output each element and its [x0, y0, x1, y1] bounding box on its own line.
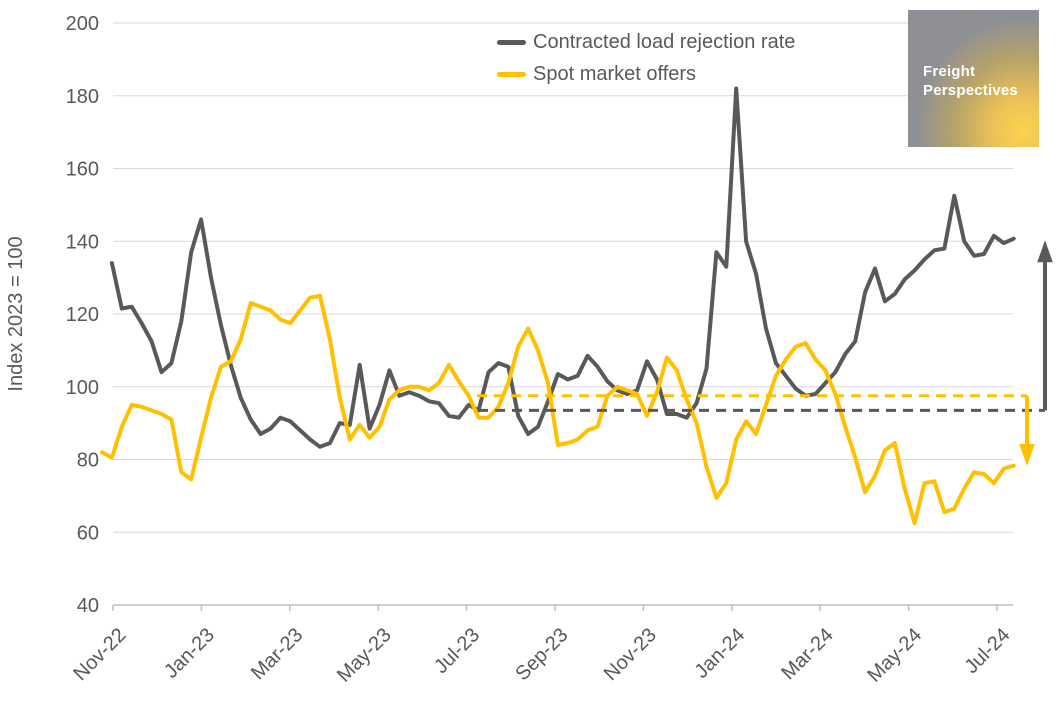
x-tick-label: Sep-23: [511, 624, 572, 685]
legend: Contracted load rejection rate Spot mark…: [497, 27, 795, 89]
y-tick-label: 140: [66, 231, 99, 253]
legend-label-contracted: Contracted load rejection rate: [533, 30, 796, 53]
x-tick-label: Mar-24: [777, 624, 837, 684]
x-tick-label: May-24: [863, 624, 926, 687]
logo-line2: Perspectives: [923, 82, 1018, 99]
x-tick-label: Mar-23: [247, 624, 307, 684]
y-tick-label: 80: [77, 450, 99, 472]
legend-swatch-spot-icon: [497, 71, 526, 77]
freight-perspectives-logo: Freight Perspectives: [908, 10, 1039, 147]
x-tick-label: Jan-24: [691, 624, 750, 683]
spot-change-arrow-head-icon: [1019, 444, 1035, 466]
logo-line1: Freight: [923, 63, 976, 80]
series-line-contracted: [109, 86, 1016, 449]
x-tick-label: May-23: [333, 624, 396, 687]
legend-item-spot: Spot market offers: [497, 59, 795, 89]
y-tick-label: 100: [66, 377, 99, 399]
y-tick-label: 180: [66, 86, 99, 108]
x-tick-label: Nov-23: [600, 624, 661, 685]
legend-swatch-contracted-icon: [497, 39, 526, 45]
y-tick-label: 40: [77, 595, 99, 617]
y-tick-label: 60: [77, 522, 99, 544]
y-tick-label: 160: [66, 159, 99, 181]
contracted-change-arrow-head-icon: [1037, 240, 1053, 263]
y-tick-label: 120: [66, 304, 99, 326]
logo-text: Freight Perspectives: [923, 62, 1018, 100]
x-tick-label: Jul-23: [430, 624, 484, 678]
series-line-spot: [100, 293, 1016, 526]
x-tick-label: Jul-24: [960, 624, 1014, 678]
legend-label-spot: Spot market offers: [533, 62, 697, 85]
y-axis-title: Index 2023 = 100: [5, 236, 27, 391]
x-tick-label: Nov-22: [69, 624, 130, 685]
legend-item-contracted: Contracted load rejection rate: [497, 27, 795, 57]
y-tick-label: 200: [66, 13, 99, 35]
x-tick-label: Jan-23: [160, 624, 219, 683]
